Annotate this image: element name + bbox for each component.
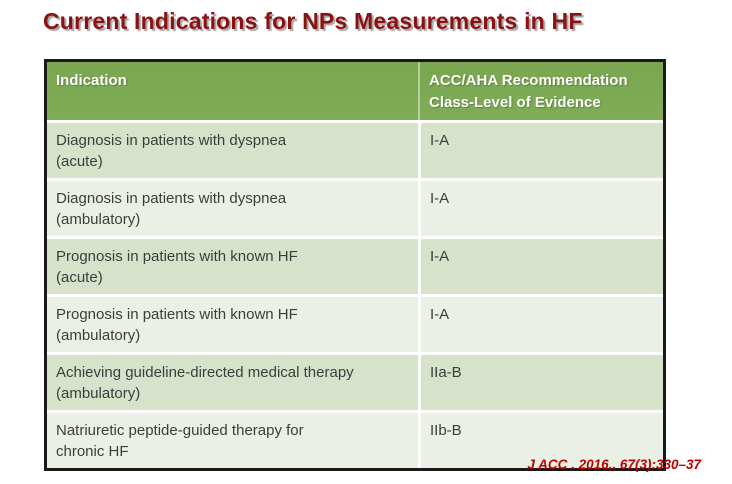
header-indication: Indication [56, 72, 127, 89]
recommendation-cell: I-A [418, 297, 663, 352]
header-recommendation-line2: Class-Level of Evidence [429, 93, 601, 111]
indication-line1: Diagnosis in patients with dyspnea [56, 132, 287, 149]
indication-line1: Achieving guideline-directed medical the… [56, 364, 354, 381]
table-row: Prognosis in patients with known HF (acu… [47, 236, 663, 294]
indication-cell: Achieving guideline-directed medical the… [47, 355, 418, 410]
indication-line2: (acute) [56, 153, 103, 170]
table-row: Natriuretic peptide-guided therapy for c… [47, 410, 663, 468]
recommendation-cell: IIa-B [418, 355, 663, 410]
indications-table: Indication ACC/AHA Recommendation Class-… [44, 59, 666, 471]
indication-line2: (ambulatory) [56, 327, 141, 344]
indication-cell: Prognosis in patients with known HF (acu… [47, 239, 418, 294]
header-recommendation: ACC/AHA Recommendation Class-Level of Ev… [418, 62, 663, 120]
table-row: Diagnosis in patients with dyspnea (ambu… [47, 178, 663, 236]
indication-line2: (ambulatory) [56, 385, 141, 402]
indication-line1: Diagnosis in patients with dyspnea [56, 190, 287, 207]
table-row: Diagnosis in patients with dyspnea (acut… [47, 120, 663, 178]
recommendation-cell: I-A [418, 123, 663, 178]
recommendation-cell: IIb-B [418, 413, 663, 468]
header-recommendation-line1: ACC/AHA Recommendation [429, 72, 628, 89]
table-header-row: Indication ACC/AHA Recommendation Class-… [47, 62, 663, 120]
indication-line1: Prognosis in patients with known HF [56, 248, 298, 265]
indication-cell: Prognosis in patients with known HF (amb… [47, 297, 418, 352]
indication-cell: Diagnosis in patients with dyspnea (acut… [47, 123, 418, 178]
indication-cell: Natriuretic peptide-guided therapy for c… [47, 413, 418, 468]
recommendation-cell: I-A [418, 239, 663, 294]
indication-line1: Prognosis in patients with known HF [56, 306, 298, 323]
table-row: Achieving guideline-directed medical the… [47, 352, 663, 410]
indication-line2: chronic HF [56, 443, 129, 460]
indication-cell: Diagnosis in patients with dyspnea (ambu… [47, 181, 418, 236]
table-row: Prognosis in patients with known HF (amb… [47, 294, 663, 352]
slide-title: Current Indications for NPs Measurements… [43, 8, 583, 34]
indication-line2: (acute) [56, 269, 103, 286]
citation: J ACC . 2016,, 67(3):330–37 [527, 457, 701, 472]
recommendation-cell: I-A [418, 181, 663, 236]
indication-line1: Natriuretic peptide-guided therapy for [56, 422, 304, 439]
indication-line2: (ambulatory) [56, 211, 141, 228]
